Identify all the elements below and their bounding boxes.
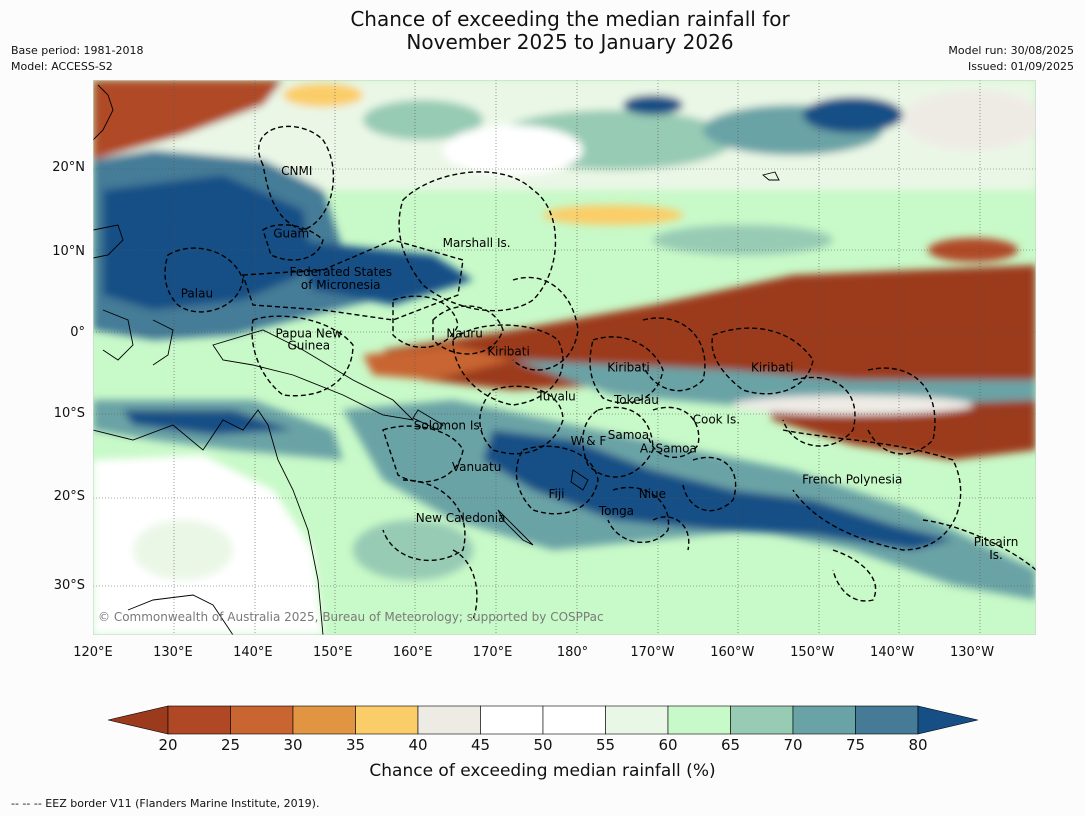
map-frame [93, 80, 1036, 635]
issued-text: Issued: 01/09/2025 [967, 60, 1074, 73]
colorbar-segment [542, 705, 606, 735]
colorbar-segment [230, 705, 294, 735]
place-label: Cook Is. [693, 413, 740, 427]
meta-left: Base period: 1981-2018 Model: ACCESS-S2 [11, 43, 143, 75]
place-label: Nauru [446, 327, 482, 341]
latitude-label: 10°N [52, 243, 85, 259]
model-run-text: Model run: 30/08/2025 [948, 44, 1074, 57]
colorbar-segment [355, 705, 419, 735]
longitude-label: 160°E [392, 645, 433, 660]
place-label: W & F [571, 434, 607, 448]
colorbar-tick-label: 55 [595, 736, 616, 754]
colorbar-tick-label: 50 [533, 736, 553, 754]
place-label: French Polynesia [802, 472, 902, 486]
place-label: Kiribati [487, 344, 529, 358]
latitude-label: 20°N [52, 160, 85, 176]
graticule [93, 80, 1036, 635]
longitude-label: 150°E [312, 645, 353, 660]
place-label: Palau [181, 286, 213, 300]
colorbar-high-extension [917, 705, 978, 735]
colorbar-tick-label: 20 [158, 736, 178, 754]
longitude-label: 160°W [710, 645, 755, 660]
map-title: Chance of exceeding the median rainfall … [0, 8, 1085, 54]
place-label: Tonga [598, 504, 634, 518]
longitude-label: 180° [556, 645, 589, 660]
place-label: Papua New [275, 327, 342, 341]
place-label: Samoa [608, 428, 649, 442]
colorbar-segment [855, 705, 919, 735]
meta-right: Model run: 30/08/2025 Issued: 01/09/2025 [948, 43, 1074, 75]
colorbar-segment [480, 705, 544, 735]
longitude-label: 130°W [949, 645, 995, 660]
place-label: Pitcairn [974, 535, 1019, 549]
colorbar-segment [667, 705, 731, 735]
colorbar-tick-label: 65 [720, 736, 741, 754]
colorbar-segment [605, 705, 669, 735]
place-label: Fiji [548, 487, 564, 501]
colorbar-segment [292, 705, 356, 735]
base-period-text: Base period: 1981-2018 [11, 44, 144, 57]
coastlines [93, 84, 780, 635]
longitude-label: 170°W [630, 645, 675, 660]
place-label: Guam [273, 227, 309, 241]
place-label: New Caledonia [416, 511, 506, 525]
place-label: of Micronesia [301, 278, 381, 292]
longitude-label: 140°W [870, 645, 915, 660]
place-label: Federated States [290, 265, 392, 279]
colorbar-label: Chance of exceeding median rainfall (%) [369, 761, 716, 781]
latitude-label: 10°S [53, 405, 85, 421]
place-label: Guinea [287, 339, 330, 353]
colorbar-tick-label: 25 [220, 736, 241, 754]
colorbar-tick-label: 80 [908, 736, 928, 754]
title-line-2: November 2025 to January 2026 [406, 30, 734, 54]
copyright-text: © Commonwealth of Australia 2025, Bureau… [98, 610, 604, 624]
place-label: Kiribati [751, 360, 793, 374]
colorbar-low-extension [108, 705, 169, 735]
latitude-label: 20°S [53, 489, 85, 505]
colorbar-tick-label: 35 [345, 736, 366, 754]
model-text: Model: ACCESS-S2 [11, 60, 113, 73]
colorbar-segment [730, 705, 794, 735]
footnote: -- -- -- EEZ border V11 (Flanders Marine… [11, 797, 320, 810]
place-label: Tuvalu [536, 390, 576, 404]
colorbar-segment [167, 705, 231, 735]
place-label: Marshall Is. [443, 236, 511, 250]
longitude-label: 150°W [790, 645, 835, 660]
latitude-label: 30°S [53, 578, 85, 594]
latitude-label: 0° [70, 324, 85, 340]
colorbar-segment [417, 705, 481, 735]
colorbar-tick-label: 60 [658, 736, 678, 754]
colorbar-tick-label: 75 [845, 736, 866, 754]
place-label: Tokelau [613, 393, 659, 407]
eez-borders [164, 125, 1036, 621]
longitude-label: 120°E [73, 645, 113, 660]
place-label: Is. [989, 548, 1003, 562]
place-label: Solomon Is. [414, 418, 484, 432]
place-label: Vanuatu [452, 460, 502, 474]
place-label: CNMI [281, 164, 312, 178]
longitude-label: 140°E [233, 645, 273, 660]
title-line-1: Chance of exceeding the median rainfall … [350, 7, 790, 31]
colorbar-tick-label: 45 [470, 736, 491, 754]
colorbar-tick-label: 70 [783, 736, 803, 754]
longitude-label: 130°E [153, 645, 193, 660]
place-label: Kiribati [607, 360, 649, 374]
colorbar-tick-label: 30 [283, 736, 303, 754]
place-label: Niue [639, 487, 666, 501]
colorbar [108, 705, 978, 735]
colorbar-segment [792, 705, 856, 735]
longitude-label: 170°E [472, 645, 513, 660]
colorbar-tick-label: 40 [408, 736, 428, 754]
place-label: A. Samoa [640, 441, 697, 455]
